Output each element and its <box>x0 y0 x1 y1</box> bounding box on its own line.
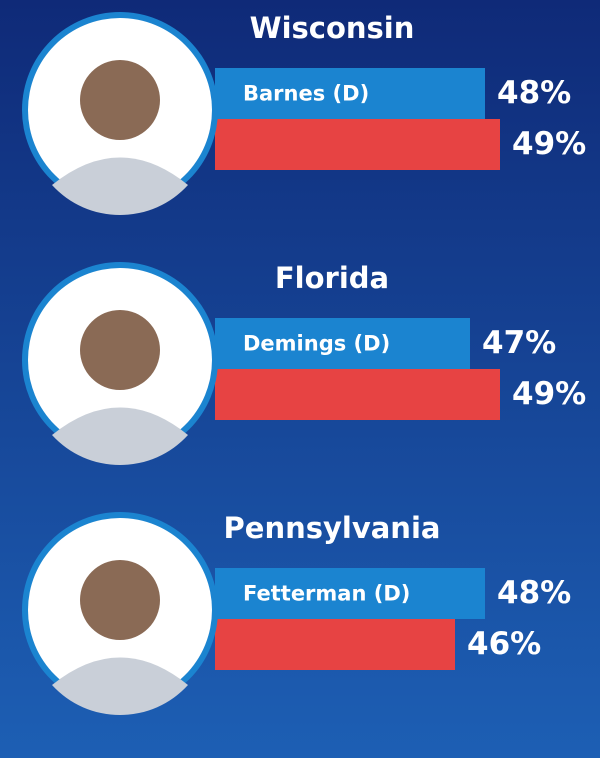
photo-head <box>80 560 160 640</box>
photo-head <box>80 60 160 140</box>
bar <box>215 619 455 670</box>
value-label: 49% <box>512 376 586 412</box>
bar <box>215 369 500 420</box>
value-label: 47% <box>482 325 556 361</box>
bar <box>215 68 485 119</box>
bar-label: Demings (D) <box>243 332 390 356</box>
value-label: 49% <box>512 126 586 162</box>
value-label: 48% <box>497 75 571 111</box>
bar <box>215 318 470 369</box>
photo-body <box>52 407 188 466</box>
photo-body <box>52 157 188 216</box>
value-label: 46% <box>467 626 541 662</box>
photo-head <box>80 310 160 390</box>
photo-body <box>52 657 188 716</box>
bar-label: Fetterman (D) <box>243 582 410 606</box>
value-label: 48% <box>497 575 571 611</box>
chart-title: Florida <box>275 261 389 295</box>
chart-title: Wisconsin <box>250 11 415 45</box>
bar <box>215 119 500 170</box>
bar <box>215 568 485 619</box>
bar-label: Barnes (D) <box>243 82 369 106</box>
chart-title: Pennsylvania <box>224 511 441 545</box>
